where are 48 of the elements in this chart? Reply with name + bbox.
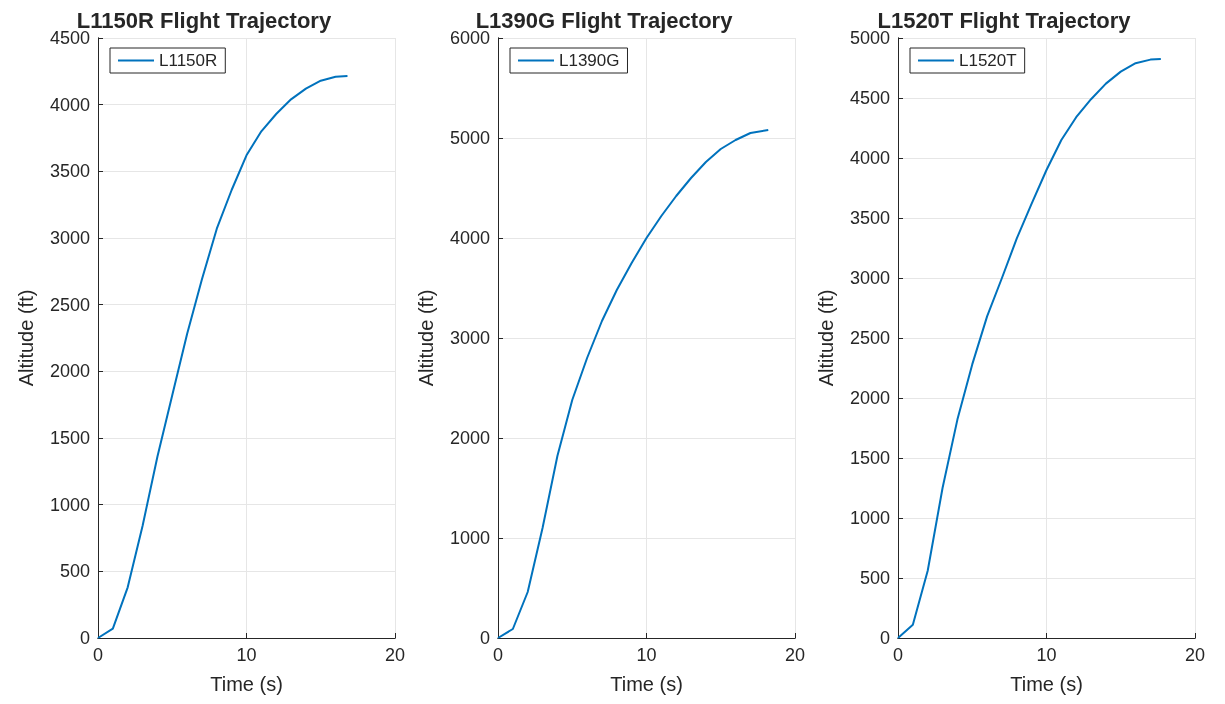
legend-label: L1150R	[159, 51, 218, 70]
legend-label: L1390G	[559, 51, 620, 70]
y-axis-title: Altitude (ft)	[15, 289, 37, 387]
y-tick-label: 2500	[49, 294, 90, 315]
y-tick-label: 1000	[449, 528, 490, 548]
x-axis-title: Time (s)	[1010, 673, 1083, 695]
y-tick-label: 2000	[849, 388, 890, 408]
y-tick-label: 2500	[849, 328, 890, 348]
y-axis-title: Altitude (ft)	[815, 289, 837, 387]
legend-label: L1520T	[959, 51, 1017, 70]
x-axis-title: Time (s)	[210, 673, 283, 695]
line-series	[97, 75, 349, 639]
y-tick-label: 4500	[849, 88, 890, 108]
y-tick-label: 3000	[49, 228, 90, 248]
x-axis-title: Time (s)	[610, 673, 683, 695]
y-tick-label: 4000	[449, 228, 490, 248]
x-tick-label: 0	[892, 645, 904, 665]
y-tick-label: 3500	[849, 208, 890, 228]
y-tick-label: 2000	[49, 361, 90, 382]
y-tick-label: 1500	[49, 428, 90, 448]
y-tick-label: 500	[59, 561, 90, 582]
line-series	[497, 129, 770, 639]
y-tick-label: 0	[479, 628, 490, 648]
y-tick-label: 0	[879, 628, 890, 648]
y-tick-label: 4500	[49, 28, 90, 48]
x-tick-label: 0	[492, 645, 504, 665]
y-tick-label: 0	[79, 628, 90, 648]
y-tick-label: 2000	[449, 428, 490, 448]
y-tick-label: 4000	[849, 148, 890, 168]
y-tick-label: 3000	[849, 268, 890, 288]
y-tick-label: 500	[859, 568, 890, 588]
x-tick-label: 20	[384, 645, 405, 665]
x-tick-label: 10	[636, 645, 657, 665]
y-tick-label: 1000	[849, 508, 890, 528]
y-tick-label: 1500	[849, 448, 890, 468]
y-tick-label: 1000	[49, 494, 90, 515]
x-tick-label: 10	[1036, 645, 1057, 665]
y-tick-label: 3000	[449, 328, 490, 348]
x-tick-label: 20	[1184, 645, 1205, 665]
y-tick-label: 6000	[449, 28, 490, 48]
x-tick-label: 20	[784, 645, 805, 665]
x-tick-label: 0	[92, 645, 104, 665]
y-axis-title: Altitude (ft)	[415, 289, 437, 387]
y-tick-label: 5000	[449, 128, 490, 148]
y-tick-label: 5000	[849, 28, 890, 48]
x-tick-label: 10	[236, 645, 257, 665]
y-tick-label: 3500	[49, 161, 90, 182]
y-tick-label: 4000	[49, 94, 90, 115]
